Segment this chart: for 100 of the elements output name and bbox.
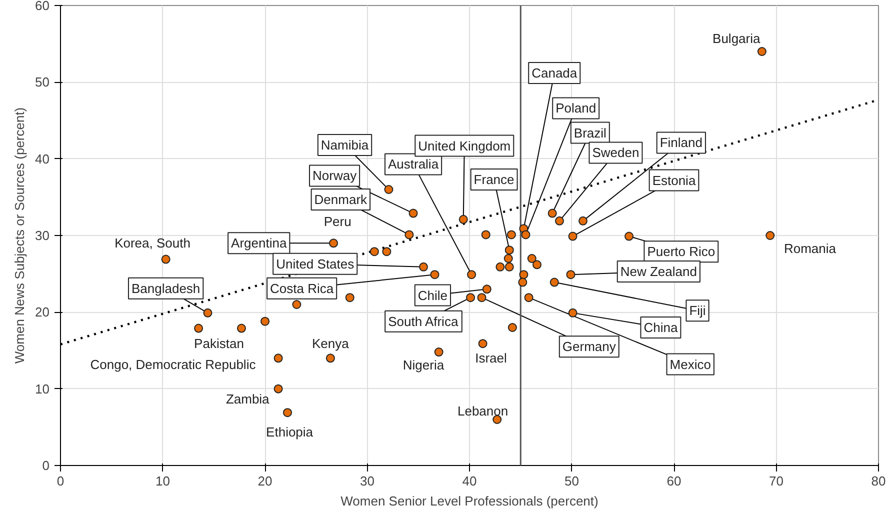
point xyxy=(504,246,514,255)
point xyxy=(519,270,528,280)
y-tick-label: 40 xyxy=(35,151,50,166)
x-tick-label: 30 xyxy=(360,474,374,488)
x-axis-title: Women Senior Level Professionals (percent) xyxy=(340,494,598,508)
point xyxy=(757,47,766,56)
point xyxy=(477,293,486,302)
annotation: United Kingdom xyxy=(418,138,511,154)
annotation: Brazil xyxy=(574,125,607,140)
annotation: China xyxy=(644,320,678,335)
point xyxy=(624,232,634,241)
annotation: South Africa xyxy=(388,314,459,329)
point xyxy=(504,254,513,263)
point xyxy=(282,408,292,418)
point xyxy=(418,262,428,272)
point xyxy=(430,270,440,280)
point xyxy=(532,260,542,270)
x-tick-label: 70 xyxy=(769,474,784,488)
point xyxy=(548,208,557,218)
annotation: Lebanon xyxy=(457,404,508,419)
point xyxy=(568,308,578,318)
annotation: Argentina xyxy=(231,236,288,251)
annotation: Costa Rica xyxy=(270,280,334,296)
y-tick-label: 0 xyxy=(42,458,50,473)
x-tick-label: 40 xyxy=(462,474,477,488)
annotation: Israel xyxy=(475,350,507,366)
y-tick-label: 50 xyxy=(35,74,50,90)
point xyxy=(384,185,394,194)
point xyxy=(554,216,564,226)
point xyxy=(404,230,414,240)
point xyxy=(518,278,528,287)
point xyxy=(274,384,283,394)
annotation: France xyxy=(474,172,514,188)
annotation: Bulgaria xyxy=(712,30,761,46)
point xyxy=(434,348,444,357)
point xyxy=(274,354,283,363)
annotation: Mexico xyxy=(670,356,711,372)
annotation: Poland xyxy=(556,100,596,116)
y-tick-label: 60 xyxy=(35,0,50,13)
y-tick-label: 20 xyxy=(35,304,50,320)
point xyxy=(524,293,534,302)
annotation: Fiji xyxy=(689,303,706,318)
point xyxy=(203,308,212,318)
point xyxy=(766,231,775,240)
point xyxy=(458,214,468,224)
annotation: Romania xyxy=(784,241,837,256)
annotation: Chile xyxy=(418,288,448,303)
point xyxy=(578,216,588,226)
point xyxy=(550,278,559,287)
point xyxy=(527,254,536,263)
annotation: Australia xyxy=(388,156,440,172)
point xyxy=(260,316,270,326)
point xyxy=(329,238,338,248)
point xyxy=(482,284,492,294)
point xyxy=(481,230,490,240)
annotation: Ethiopia xyxy=(266,424,314,440)
point xyxy=(408,208,418,218)
x-tick-label: 80 xyxy=(871,474,886,488)
point xyxy=(521,230,530,240)
annotation: Pakistan xyxy=(194,336,244,352)
point xyxy=(370,247,379,256)
annotation: Puerto Rico xyxy=(647,244,716,260)
annotation: Zambia xyxy=(226,391,270,406)
x-tick-label: 0 xyxy=(56,474,64,488)
annotation: United States xyxy=(276,256,355,272)
point xyxy=(467,270,476,280)
annotation: Congo, Democratic Republic xyxy=(90,356,256,372)
point xyxy=(568,232,578,241)
point xyxy=(292,300,302,309)
x-tick-label: 60 xyxy=(666,474,682,488)
y-tick-label: 30 xyxy=(35,228,50,243)
annotation: Namibia xyxy=(320,138,370,153)
point xyxy=(382,247,392,256)
point xyxy=(345,293,354,302)
annotation: Kenya xyxy=(312,336,350,352)
point xyxy=(496,262,505,272)
point xyxy=(194,324,204,333)
point xyxy=(326,354,335,363)
x-tick-label: 10 xyxy=(156,474,170,488)
point xyxy=(478,339,488,348)
annotation: Germany xyxy=(562,339,616,354)
point xyxy=(161,254,170,264)
point xyxy=(566,270,576,280)
annotation: Sweden xyxy=(592,145,640,160)
annotation: Estonia xyxy=(652,172,696,188)
annotation: Peru xyxy=(324,214,352,230)
point xyxy=(466,293,476,302)
y-axis-title: Women News Subjects or Sources (percent) xyxy=(12,107,28,364)
point xyxy=(236,324,246,333)
annotation: New Zealand xyxy=(620,264,697,280)
x-tick-label: 50 xyxy=(564,474,579,488)
point xyxy=(504,262,514,272)
point xyxy=(508,323,517,332)
y-tick-label: 10 xyxy=(35,381,50,396)
annotation: Finland xyxy=(660,135,702,150)
point xyxy=(506,230,516,240)
annotation: Canada xyxy=(532,65,578,80)
annotation: Korea, South xyxy=(114,236,190,251)
x-tick-label: 20 xyxy=(258,474,272,488)
annotation: Bangladesh xyxy=(131,280,200,296)
